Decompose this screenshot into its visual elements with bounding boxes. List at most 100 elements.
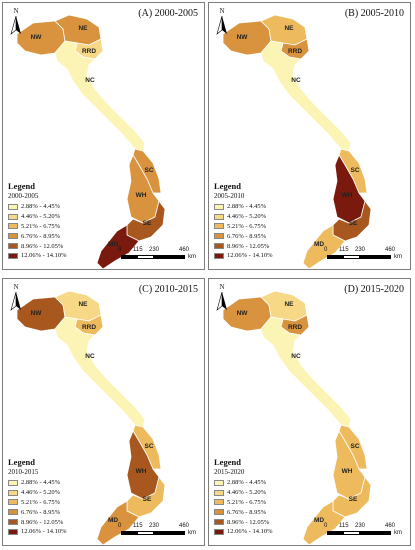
legend-item: 8.96% - 12.05% <box>214 517 314 527</box>
scale-bar: 0 115 230 460 km <box>115 523 200 543</box>
north-arrow-shape <box>216 16 227 35</box>
north-arrow-shape <box>216 292 227 311</box>
region-se <box>332 200 372 242</box>
scale-tick-label: 230 <box>355 247 366 253</box>
map-panel-d: NW NE RRD NC SC WH SE MD (D) 2015-2020 N Legend 201… <box>208 278 411 546</box>
legend-item: 5.21% - 6.75% <box>214 222 314 232</box>
scale-bar-segments <box>327 255 391 259</box>
legend-item-label: 2.88% - 4.45% <box>227 479 266 487</box>
region-md <box>302 500 346 545</box>
region-label-rrd: RRD <box>82 48 96 55</box>
north-arrow-icon: N <box>215 7 229 37</box>
scale-tick-label: 460 <box>385 247 396 253</box>
region-label-sc: SC <box>144 443 153 450</box>
legend-swatch <box>8 479 18 486</box>
scale-tick-label: 115 <box>133 247 143 253</box>
region-label-md: MD <box>108 517 118 524</box>
legend: Legend 2005-2010 2.88% - 4.45% 4.46% - 5.20… <box>214 181 314 261</box>
legend-swatch <box>214 213 224 220</box>
region-label-se: SE <box>143 220 152 227</box>
scale-tick-label: 0 <box>324 247 328 253</box>
legend-title: Legend <box>214 457 241 467</box>
region-nc <box>260 316 352 428</box>
legend-swatch <box>8 528 18 535</box>
scale-tick-label: 115 <box>339 247 349 253</box>
north-arrow-icon: N <box>9 283 23 313</box>
legend-swatch <box>8 243 18 250</box>
region-label-se: SE <box>143 496 152 503</box>
legend-swatch <box>214 243 224 250</box>
legend-item-label: 8.96% - 12.05% <box>227 518 270 526</box>
legend-item: 2.88% - 4.45% <box>8 478 108 488</box>
legend-item: 5.21% - 6.75% <box>8 498 108 508</box>
legend-item: 5.21% - 6.75% <box>8 222 108 232</box>
legend-item-label: 12.06% - 14.10% <box>227 252 273 260</box>
region-label-se: SE <box>349 220 358 227</box>
legend-item-label: 2.88% - 4.45% <box>21 479 60 487</box>
scale-unit: km <box>188 530 196 536</box>
region-label-rrd: RRD <box>82 324 96 331</box>
region-label-nc: NC <box>291 353 301 360</box>
region-label-se: SE <box>349 496 358 503</box>
legend-swatch <box>8 233 18 240</box>
scale-unit: km <box>188 254 196 260</box>
scale-tick-label: 115 <box>133 523 143 529</box>
legend-item: 12.06% - 14.10% <box>8 527 108 537</box>
vietnam-map: NW NE RRD NC SC WH SE MD <box>222 290 372 545</box>
region-label-nc: NC <box>291 77 301 84</box>
legend-item-label: 6.76% - 8.95% <box>227 508 266 516</box>
map-panel-b: NW NE RRD NC SC WH SE MD (B) 2005-2010 N Legend 200… <box>208 2 411 270</box>
legend-item: 8.96% - 12.05% <box>214 241 314 251</box>
scale-unit: km <box>394 530 402 536</box>
region-md <box>96 224 140 269</box>
region-nc <box>54 40 146 152</box>
region-label-wh: WH <box>136 468 147 475</box>
legend-item: 2.88% - 4.45% <box>214 202 314 212</box>
region-label-md: MD <box>314 517 324 524</box>
region-se <box>126 200 166 242</box>
panel-title: (D) 2015-2020 <box>344 284 404 295</box>
legend-swatch <box>8 489 18 496</box>
legend-item-label: 4.46% - 5.20% <box>21 213 60 221</box>
legend-swatch <box>8 203 18 210</box>
panel-title: (A) 2000-2005 <box>138 8 198 19</box>
legend-item: 12.06% - 14.10% <box>214 251 314 261</box>
scale-bar-segments <box>327 531 391 535</box>
region-label-wh: WH <box>342 192 353 199</box>
scale-bar: 0 115 230 460 km <box>115 247 200 267</box>
legend-swatch <box>8 252 18 259</box>
legend-swatch <box>214 233 224 240</box>
panel-title: (C) 2010-2015 <box>138 284 198 295</box>
scale-tick-label: 230 <box>149 523 160 529</box>
legend-item-label: 6.76% - 8.95% <box>21 232 60 240</box>
region-label-ne: NE <box>78 25 88 32</box>
scale-unit: km <box>394 254 402 260</box>
legend-item: 5.21% - 6.75% <box>214 498 314 508</box>
legend-item: 4.46% - 5.20% <box>8 212 108 222</box>
legend-item-label: 8.96% - 12.05% <box>21 242 64 250</box>
legend-item: 4.46% - 5.20% <box>214 212 314 222</box>
map-panel-c: NW NE RRD NC SC WH SE MD (C) 2010-2015 N Legend 201… <box>2 278 205 546</box>
region-label-ne: NE <box>78 301 88 308</box>
region-label-ne: NE <box>284 301 294 308</box>
legend-item: 6.76% - 8.95% <box>214 507 314 517</box>
region-md <box>96 500 140 545</box>
scale-tick-label: 115 <box>339 523 349 529</box>
scale-tick-label: 460 <box>179 523 190 529</box>
region-label-nc: NC <box>85 353 95 360</box>
legend-item: 12.06% - 14.10% <box>214 527 314 537</box>
region-label-sc: SC <box>350 443 359 450</box>
legend-item: 8.96% - 12.05% <box>8 241 108 251</box>
legend-item: 6.76% - 8.95% <box>8 231 108 241</box>
vietnam-map: NW NE RRD NC SC WH SE MD <box>222 14 372 269</box>
region-label-md: MD <box>108 241 118 248</box>
region-label-nw: NW <box>31 34 43 41</box>
legend-item-label: 4.46% - 5.20% <box>227 213 266 221</box>
map-panel-a: NW NE RRD NC SC WH SE MD (A) 2000-2005 N Legend 200… <box>2 2 205 270</box>
legend-item-label: 2.88% - 4.45% <box>21 203 60 211</box>
legend-item: 2.88% - 4.45% <box>8 202 108 212</box>
region-label-nw: NW <box>31 310 43 317</box>
scale-tick-label: 0 <box>118 247 122 253</box>
legend-swatch <box>8 499 18 506</box>
region-label-sc: SC <box>144 167 153 174</box>
